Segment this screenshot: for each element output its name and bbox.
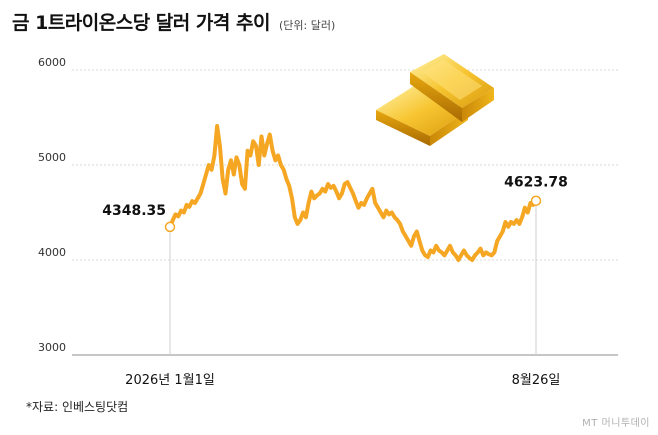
x-tick-label: 8월26일 [512,373,561,388]
title-row: 금 1트라이온스당 달러 가격 추이 (단위: 달러) [12,8,335,35]
x-tick-label: 2026년 1월1일 [125,373,215,388]
series-line-layer [168,124,538,262]
endpoint-markers [164,195,542,233]
data-labels: 4348.35 4623.78 [102,175,568,219]
y-axis-tick-labels: 6000 5000 4000 3000 [38,56,66,354]
start-point-marker [164,221,176,233]
publisher-logo: MT 머니투데이 [582,414,650,429]
y-tick-label: 5000 [38,151,66,164]
publisher-logo-text: MT 머니투데이 [582,418,650,429]
source-note: *자료: 인베스팅닷컴 [26,400,129,414]
y-tick-label: 6000 [38,56,66,69]
y-tick-label: 4000 [38,246,66,259]
gridlines [72,69,618,356]
marker-guide-lines [169,200,537,355]
series-line [168,124,538,262]
chart-title: 금 1트라이온스당 달러 가격 추이 [12,12,270,34]
gold-bars-illustration [376,54,494,146]
start-value-label: 4348.35 [102,203,166,219]
unit-label: (단위: 달러) [279,19,336,32]
end-value-label: 4623.78 [504,175,568,191]
end-point-marker [530,195,542,206]
y-tick-label: 3000 [38,341,66,354]
x-axis-tick-labels: 2026년 1월1일 8월26일 [125,373,560,388]
